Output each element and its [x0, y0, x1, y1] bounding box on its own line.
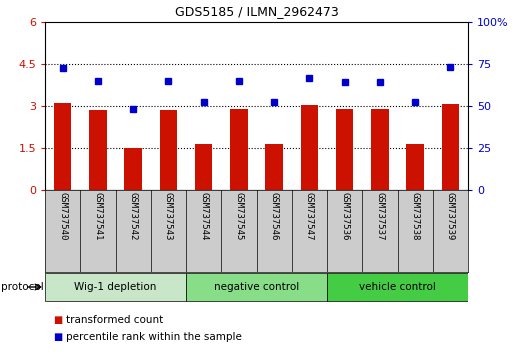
- Text: protocol: protocol: [1, 282, 44, 292]
- Bar: [89, 110, 107, 190]
- Text: percentile rank within the sample: percentile rank within the sample: [66, 332, 242, 342]
- Bar: [371, 109, 389, 190]
- Text: GSM737537: GSM737537: [376, 193, 384, 241]
- Bar: [336, 109, 353, 190]
- Text: GSM737538: GSM737538: [410, 193, 420, 241]
- Bar: [327, 273, 468, 301]
- Bar: [54, 103, 71, 190]
- Bar: [124, 148, 142, 190]
- Text: ■: ■: [53, 332, 62, 342]
- Text: GSM737542: GSM737542: [129, 193, 137, 241]
- Text: GSM737536: GSM737536: [340, 193, 349, 241]
- Bar: [265, 144, 283, 190]
- Text: GSM737544: GSM737544: [199, 193, 208, 241]
- Bar: [45, 273, 186, 301]
- Text: GSM737545: GSM737545: [234, 193, 243, 241]
- Bar: [160, 110, 177, 190]
- Title: GDS5185 / ILMN_2962473: GDS5185 / ILMN_2962473: [174, 5, 339, 18]
- Text: GSM737539: GSM737539: [446, 193, 455, 241]
- Text: GSM737547: GSM737547: [305, 193, 314, 241]
- Bar: [406, 144, 424, 190]
- Text: GSM737543: GSM737543: [164, 193, 173, 241]
- Bar: [301, 104, 318, 190]
- Text: GSM737546: GSM737546: [270, 193, 279, 241]
- Bar: [195, 144, 212, 190]
- Text: GSM737540: GSM737540: [58, 193, 67, 241]
- Bar: [442, 104, 459, 190]
- Text: negative control: negative control: [214, 282, 299, 292]
- Text: transformed count: transformed count: [66, 315, 163, 325]
- Text: Wig-1 depletion: Wig-1 depletion: [74, 282, 156, 292]
- Bar: [230, 109, 248, 190]
- Text: GSM737541: GSM737541: [93, 193, 103, 241]
- Bar: [186, 273, 327, 301]
- Text: ■: ■: [53, 315, 62, 325]
- Text: vehicle control: vehicle control: [359, 282, 436, 292]
